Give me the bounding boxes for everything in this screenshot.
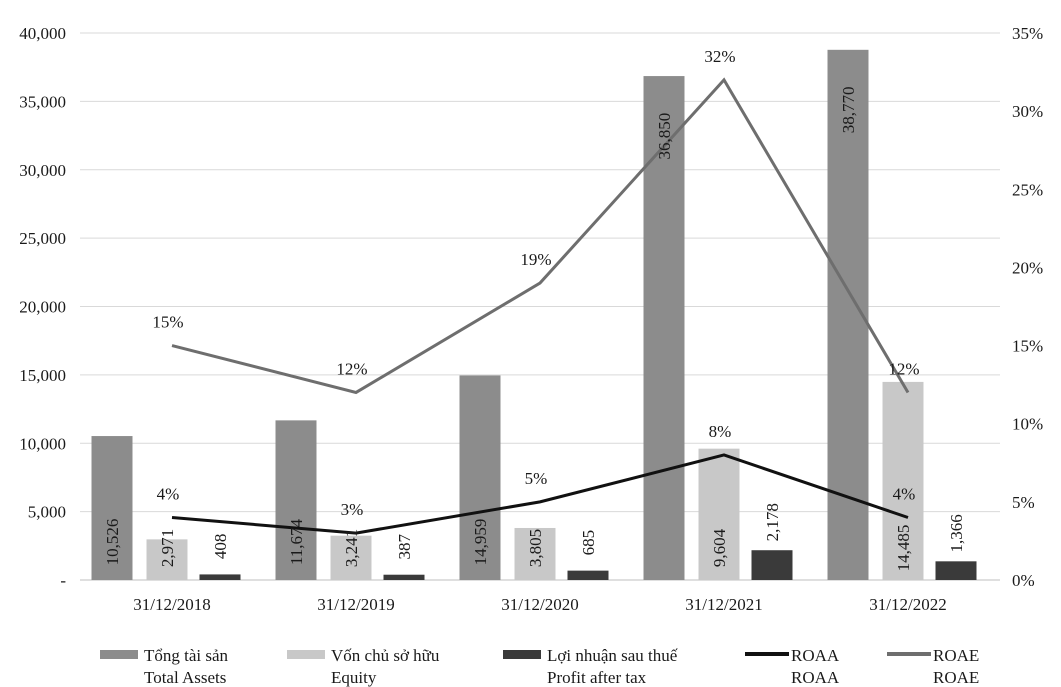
- bar-value-label: 2,971: [158, 529, 177, 567]
- line-value-label: 12%: [336, 359, 367, 378]
- legend-swatch: [287, 650, 325, 659]
- y-left-tick-label: -: [60, 571, 66, 590]
- bar-3: [567, 570, 609, 580]
- y-right-tick-label: 20%: [1012, 258, 1043, 277]
- y-left-tick-label: 30,000: [19, 161, 66, 180]
- bar-2: [882, 381, 924, 580]
- bar-value-label: 3,241: [342, 529, 361, 567]
- category-label: 31/12/2020: [501, 595, 578, 614]
- bar-value-label: 685: [579, 530, 598, 556]
- y-left-tick-label: 25,000: [19, 229, 66, 248]
- line-value-label: 32%: [704, 47, 735, 66]
- bar-1: [459, 375, 501, 580]
- bar-1: [91, 436, 133, 580]
- roaa-line: [171, 453, 909, 535]
- y-right-tick-label: 35%: [1012, 24, 1043, 43]
- bar-value-label: 11,674: [287, 518, 306, 565]
- line-value-label: 3%: [341, 500, 364, 519]
- legend-label: Lợi nhuận sau thuế: [547, 646, 678, 665]
- category-label: 31/12/2018: [133, 595, 210, 614]
- bar-value-label: 36,850: [655, 113, 674, 160]
- category-label: 31/12/2022: [869, 595, 946, 614]
- bar-value-label: 1,366: [947, 514, 966, 552]
- line-value-label: 15%: [152, 313, 183, 332]
- y-left-tick-label: 40,000: [19, 24, 66, 43]
- bar-value-label: 3,805: [526, 529, 545, 567]
- y-right-tick-label: 0%: [1012, 571, 1035, 590]
- bar-value-label: 9,604: [710, 528, 729, 567]
- bar-value-label: 408: [211, 534, 230, 560]
- line-value-label: 8%: [709, 422, 732, 441]
- legend-label-en: Total Assets: [144, 668, 226, 687]
- bar-2: [514, 527, 556, 580]
- legend-label-en: Profit after tax: [547, 668, 647, 687]
- left-axis-ticks: - 5,000 10,000 15,000 20,000 25,000 30,000 35,0…: [19, 24, 66, 590]
- legend-swatch: [100, 650, 138, 659]
- y-right-tick-label: 10%: [1012, 415, 1043, 434]
- y-right-tick-label: 25%: [1012, 180, 1043, 199]
- y-left-tick-label: 15,000: [19, 366, 66, 385]
- bar-3: [935, 561, 977, 580]
- legend-swatch: [503, 650, 541, 659]
- data-labels: 10,526 11,674 14,959 36,850 38,770 2,971 3,241…: [103, 47, 966, 571]
- bar-value-label: 10,526: [103, 519, 122, 566]
- bar-3: [383, 574, 425, 580]
- y-left-tick-label: 35,000: [19, 92, 66, 111]
- legend-label-en: ROAA: [791, 668, 840, 687]
- legend-label-en: Equity: [331, 668, 377, 687]
- legend-label: Vốn chủ sở hữu: [331, 646, 440, 665]
- legend-label: ROAE: [933, 646, 979, 665]
- line-value-label: 4%: [157, 484, 180, 503]
- line-value-label: 12%: [888, 359, 919, 378]
- bar-value-label: 14,959: [471, 519, 490, 566]
- category-label: 31/12/2021: [685, 595, 762, 614]
- bar-value-label: 387: [395, 533, 414, 559]
- line-value-label: 19%: [520, 250, 551, 269]
- y-left-tick-label: 10,000: [19, 434, 66, 453]
- right-axis-ticks: 0% 5% 10% 15% 20% 25% 30% 35%: [1012, 24, 1043, 590]
- y-left-tick-label: 20,000: [19, 298, 66, 317]
- y-right-tick-label: 15%: [1012, 337, 1043, 356]
- bar-3: [751, 550, 793, 580]
- bar-value-label: 2,178: [763, 503, 782, 541]
- line-value-label: 5%: [525, 469, 548, 488]
- category-label: 31/12/2019: [317, 595, 394, 614]
- bar-value-label: 14,485: [894, 525, 913, 572]
- legend-label-en: ROAE: [933, 668, 979, 687]
- line-series: [171, 77, 910, 535]
- y-right-tick-label: 30%: [1012, 102, 1043, 121]
- bar-2: [330, 535, 372, 580]
- bar-1: [275, 420, 317, 580]
- bar-value-label: 38,770: [839, 86, 858, 133]
- category-labels: 31/12/2018 31/12/2019 31/12/2020 31/12/2021…: [133, 595, 946, 614]
- y-right-tick-label: 5%: [1012, 493, 1035, 512]
- bar-3: [199, 574, 241, 580]
- legend: Tổng tài sản Total Assets Vốn chủ sở hữu Eq…: [100, 646, 979, 687]
- roae-line: [171, 77, 910, 395]
- legend-label: Tổng tài sản: [144, 646, 229, 665]
- bar-2: [698, 448, 740, 580]
- legend-label: ROAA: [791, 646, 840, 665]
- bar-2: [146, 539, 188, 580]
- line-value-label: 4%: [893, 484, 916, 503]
- y-left-tick-label: 5,000: [28, 503, 66, 522]
